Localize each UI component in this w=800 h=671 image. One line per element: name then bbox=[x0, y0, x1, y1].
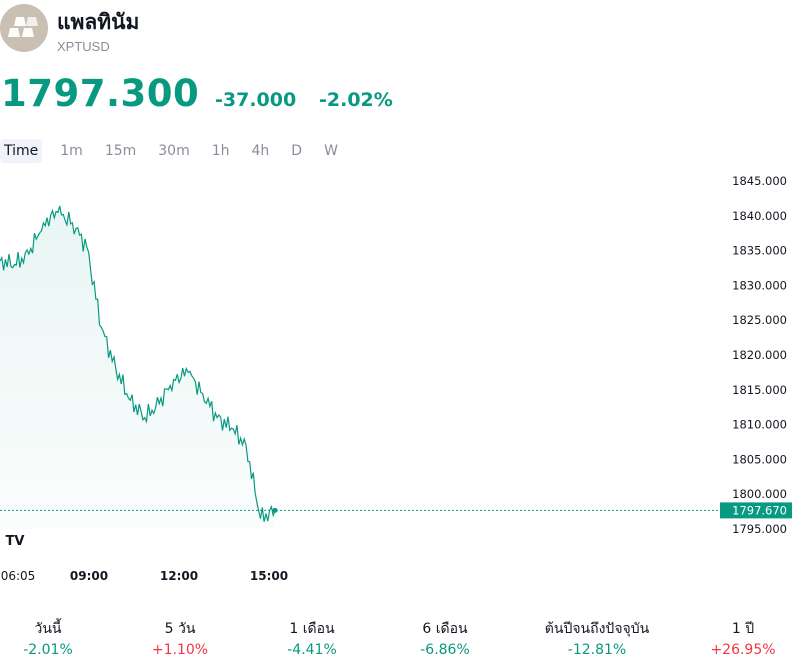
last-price: 1797.300 bbox=[1, 72, 200, 115]
performance-value: +1.10% bbox=[151, 642, 209, 658]
tab-d[interactable]: D bbox=[291, 143, 303, 159]
price-change: -37.000 bbox=[215, 89, 297, 111]
performance-item[interactable]: วันนี้ -2.01% bbox=[0, 618, 96, 658]
tab-w[interactable]: W bbox=[324, 143, 338, 159]
performance-period-label: 1 ปี bbox=[731, 621, 755, 637]
performance-item[interactable]: 1 ปี +26.95% bbox=[678, 618, 800, 658]
performance-period-label: ต้นปีจนถึงปัจจุบัน bbox=[544, 621, 650, 637]
y-axis-tick-label: 1830.000 bbox=[732, 278, 787, 292]
timeframe-tabs: Time 1m 15m 30m 1h 4h D W bbox=[0, 139, 356, 163]
x-axis-time-label: 06:05 bbox=[1, 569, 36, 583]
instrument-ticker: XPTUSD bbox=[57, 39, 110, 54]
price-chart[interactable]: 1845.000 1840.000 1835.000 1830.000 1825.000… bbox=[0, 165, 800, 595]
tab-15m[interactable]: 15m bbox=[104, 143, 137, 159]
price-change-percent: -2.02% bbox=[319, 89, 393, 111]
y-axis-tick-label: 1840.000 bbox=[732, 209, 787, 223]
tradingview-logo-text: TV bbox=[6, 534, 25, 549]
x-axis-time-label: 15:00 bbox=[250, 569, 288, 583]
tab-4h[interactable]: 4h bbox=[251, 143, 270, 159]
y-axis-tick-label: 1835.000 bbox=[732, 244, 787, 258]
performance-value: -12.81% bbox=[567, 642, 627, 658]
y-axis-tick-label: 1810.000 bbox=[732, 418, 787, 432]
performance-item[interactable]: 5 วัน +1.10% bbox=[115, 618, 245, 658]
y-axis-tick-label: 1825.000 bbox=[732, 313, 787, 327]
performance-strip: วันนี้ -2.01% 5 วัน +1.10% 1 เดือน -4.41% 6 เด… bbox=[0, 618, 800, 668]
price-chart-svg[interactable]: 1845.000 1840.000 1835.000 1830.000 1825.000… bbox=[0, 165, 800, 595]
last-price-dot bbox=[272, 507, 278, 513]
performance-value: -4.41% bbox=[287, 642, 337, 658]
performance-item[interactable]: 1 เดือน -4.41% bbox=[247, 618, 377, 658]
x-axis-time-label: 12:00 bbox=[160, 569, 198, 583]
performance-period-label: 6 เดือน bbox=[422, 621, 468, 637]
price-line bbox=[0, 205, 276, 522]
performance-value: -6.86% bbox=[420, 642, 470, 658]
last-price-badge-label: 1797.670 bbox=[732, 503, 787, 517]
x-axis-time-label: 09:00 bbox=[70, 569, 108, 583]
instrument-name: แพลทินัม bbox=[57, 10, 140, 34]
tab-1m[interactable]: 1m bbox=[60, 143, 83, 159]
performance-period-label: 5 วัน bbox=[164, 621, 196, 637]
y-axis-tick-label: 1795.000 bbox=[732, 522, 787, 536]
performance-value: +26.95% bbox=[710, 642, 776, 658]
performance-value: -2.01% bbox=[23, 642, 73, 658]
y-axis-tick-label: 1800.000 bbox=[732, 487, 787, 501]
performance-period-label: 1 เดือน bbox=[289, 621, 335, 637]
last-price-badge bbox=[720, 502, 792, 519]
y-axis-tick-label: 1845.000 bbox=[732, 174, 787, 188]
y-axis-tick-label: 1815.000 bbox=[732, 383, 787, 397]
quote-row: 1797.300 -37.000 -2.02% bbox=[0, 72, 800, 116]
instrument-header: แพลทินัม XPTUSD bbox=[0, 0, 800, 60]
performance-period-label: วันนี้ bbox=[34, 621, 62, 637]
tab-1h[interactable]: 1h bbox=[211, 143, 230, 159]
performance-item[interactable]: ต้นปีจนถึงปัจจุบัน -12.81% bbox=[528, 618, 666, 658]
y-axis-tick-label: 1805.000 bbox=[732, 452, 787, 466]
tab-30m[interactable]: 30m bbox=[158, 143, 190, 159]
platinum-bars-icon bbox=[0, 4, 48, 52]
tab-time[interactable]: Time bbox=[0, 139, 43, 163]
y-axis-tick-label: 1820.000 bbox=[732, 348, 787, 362]
performance-item[interactable]: 6 เดือน -6.86% bbox=[380, 618, 510, 658]
price-area-fill bbox=[0, 206, 275, 529]
tradingview-logo[interactable]: TV bbox=[2, 529, 28, 551]
